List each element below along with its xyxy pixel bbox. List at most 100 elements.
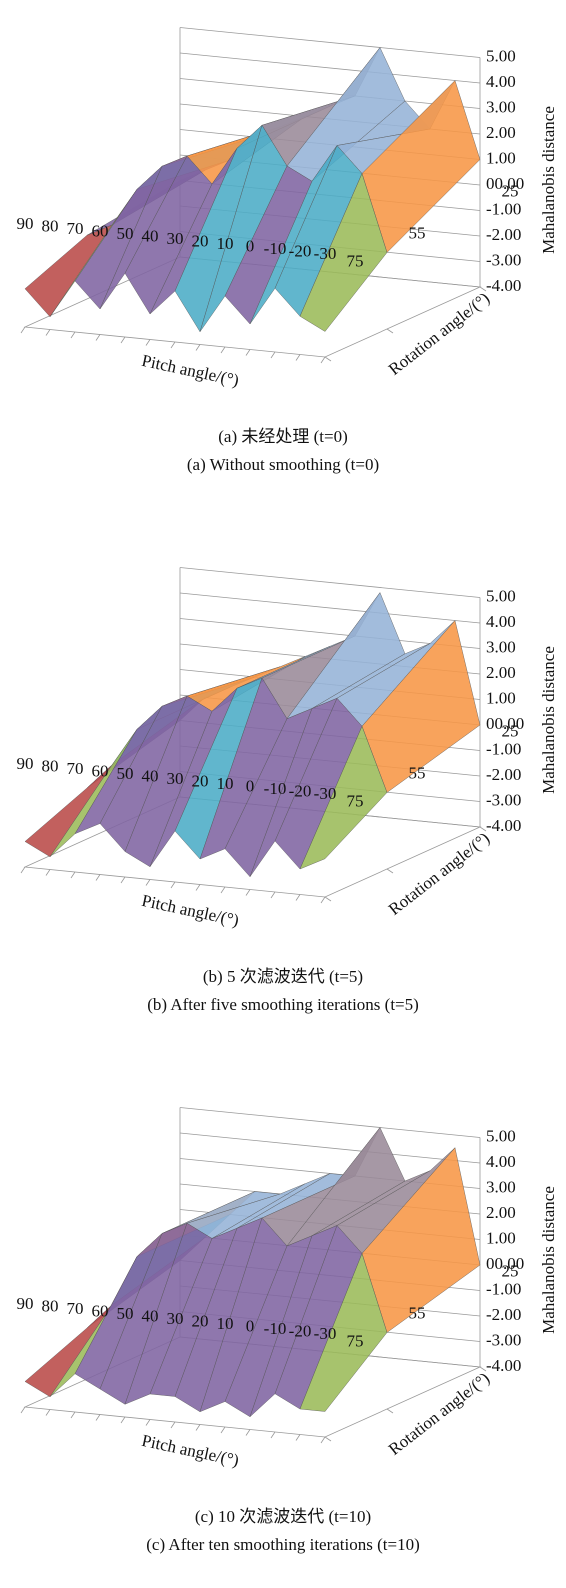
y-tick-label: 75 <box>347 252 364 271</box>
y-tick <box>386 328 394 334</box>
x-tick <box>45 1409 51 1416</box>
z-axis-title: Mahalanobis distance <box>539 646 558 794</box>
z-tick-label: -1.00 <box>486 199 521 218</box>
x-tick <box>95 1414 101 1421</box>
x-tick <box>95 334 101 341</box>
x-tick-label: 10 <box>217 1314 234 1333</box>
x-tick-label: -20 <box>289 241 312 260</box>
y-tick <box>479 1366 487 1372</box>
y-tick-label: 55 <box>409 224 426 243</box>
grid-line <box>179 567 481 598</box>
z-tick-label: 4.00 <box>486 72 516 91</box>
x-tick <box>70 1411 76 1419</box>
x-tick-label: 10 <box>217 234 234 253</box>
z-tick-label: 5.00 <box>486 1126 516 1145</box>
z-axis-title: Mahalanobis distance <box>539 106 558 254</box>
x-tick <box>245 1429 251 1436</box>
x-tick <box>170 1421 176 1429</box>
x-tick-label: 20 <box>192 771 209 790</box>
y-axis-title: Rotation angle/(°) <box>385 829 493 919</box>
x-tick <box>245 349 251 356</box>
x-tick-label: 60 <box>92 761 109 780</box>
x-tick-label: 70 <box>67 1299 84 1318</box>
caption-cn: (c) 10 次滤波迭代 (t=10) <box>195 1507 371 1526</box>
caption-cn: (a) 未经处理 (t=0) <box>218 427 348 446</box>
z-tick-label: 2.00 <box>486 663 516 682</box>
z-tick-label: 1.00 <box>486 148 516 167</box>
x-tick-label: -30 <box>314 244 337 263</box>
x-tick-label: 70 <box>67 219 84 238</box>
x-tick <box>145 339 151 346</box>
x-tick-label: 70 <box>67 759 84 778</box>
x-tick <box>70 871 76 879</box>
y-tick-label: 55 <box>409 764 426 783</box>
grid-line <box>179 78 481 109</box>
caption-en: (b) After five smoothing iterations (t=5… <box>147 995 419 1014</box>
x-tick-label: 80 <box>42 1296 59 1315</box>
z-tick-label: 00.00 <box>486 1254 524 1273</box>
y-axis-title: Rotation angle/(°) <box>385 1369 493 1459</box>
surface-patch <box>299 172 388 332</box>
z-tick-label: -3.00 <box>486 790 521 809</box>
z-tick-label: 00.00 <box>486 714 524 733</box>
y-axis-title: Rotation angle/(°) <box>385 289 493 379</box>
z-tick-label: -1.00 <box>486 1279 521 1298</box>
z-tick-label: 5.00 <box>486 586 516 605</box>
grid-line <box>179 1107 481 1138</box>
surface-patch <box>299 1252 388 1412</box>
x-tick <box>195 344 201 351</box>
x-tick <box>20 1406 26 1414</box>
x-tick <box>70 331 76 339</box>
caption-en: (c) After ten smoothing iterations (t=10… <box>146 1535 420 1554</box>
z-tick-label: -2.00 <box>486 1305 521 1324</box>
x-tick-label: 80 <box>42 216 59 235</box>
x-tick <box>220 346 226 354</box>
x-tick-label: -10 <box>264 1319 287 1338</box>
x-axis-title: Pitch angle/(°) <box>140 891 241 930</box>
x-tick-label: 20 <box>192 231 209 250</box>
x-tick-label: -30 <box>314 1324 337 1343</box>
y-tick <box>324 1436 332 1442</box>
x-tick-label: 10 <box>217 774 234 793</box>
y-tick-label: 55 <box>409 1304 426 1323</box>
x-tick <box>320 1436 326 1444</box>
grid-line <box>179 592 481 624</box>
x-tick-label: 50 <box>117 1304 134 1323</box>
z-tick-label: -1.00 <box>486 739 521 758</box>
x-tick-label: -30 <box>314 784 337 803</box>
x-tick-label: 40 <box>142 1306 159 1325</box>
x-tick-label: -10 <box>264 779 287 798</box>
z-tick-label: 1.00 <box>486 688 516 707</box>
x-tick-label: -20 <box>289 1321 312 1340</box>
x-tick <box>170 881 176 889</box>
x-tick <box>295 354 301 361</box>
x-tick <box>195 1424 201 1431</box>
x-tick-label: 30 <box>167 1309 184 1328</box>
x-tick <box>170 341 176 349</box>
x-tick <box>320 896 326 904</box>
caption-cn: (b) 5 次滤波迭代 (t=5) <box>203 967 363 986</box>
x-tick <box>145 879 151 886</box>
x-tick-label: 30 <box>167 229 184 248</box>
y-tick <box>479 826 487 832</box>
x-tick-label: 90 <box>17 214 34 233</box>
y-tick <box>386 1408 394 1414</box>
z-tick-label: 4.00 <box>486 612 516 631</box>
caption-en: (a) Without smoothing (t=0) <box>187 455 379 474</box>
x-tick-label: 80 <box>42 756 59 775</box>
x-tick-label: -20 <box>289 781 312 800</box>
z-tick-label: 2.00 <box>486 123 516 142</box>
z-tick-label: -4.00 <box>486 816 521 835</box>
z-tick-label: 1.00 <box>486 1228 516 1247</box>
x-tick <box>295 894 301 901</box>
x-tick-label: 90 <box>17 1294 34 1313</box>
y-tick-label: 25 <box>502 182 519 201</box>
z-tick-label: 4.00 <box>486 1152 516 1171</box>
x-tick-label: 50 <box>117 764 134 783</box>
z-tick-label: -3.00 <box>486 250 521 269</box>
z-tick-label: 00.00 <box>486 174 524 193</box>
x-tick <box>320 356 326 364</box>
x-tick-label: 60 <box>92 1301 109 1320</box>
z-axis-title: Mahalanobis distance <box>539 1186 558 1334</box>
x-tick <box>20 866 26 874</box>
